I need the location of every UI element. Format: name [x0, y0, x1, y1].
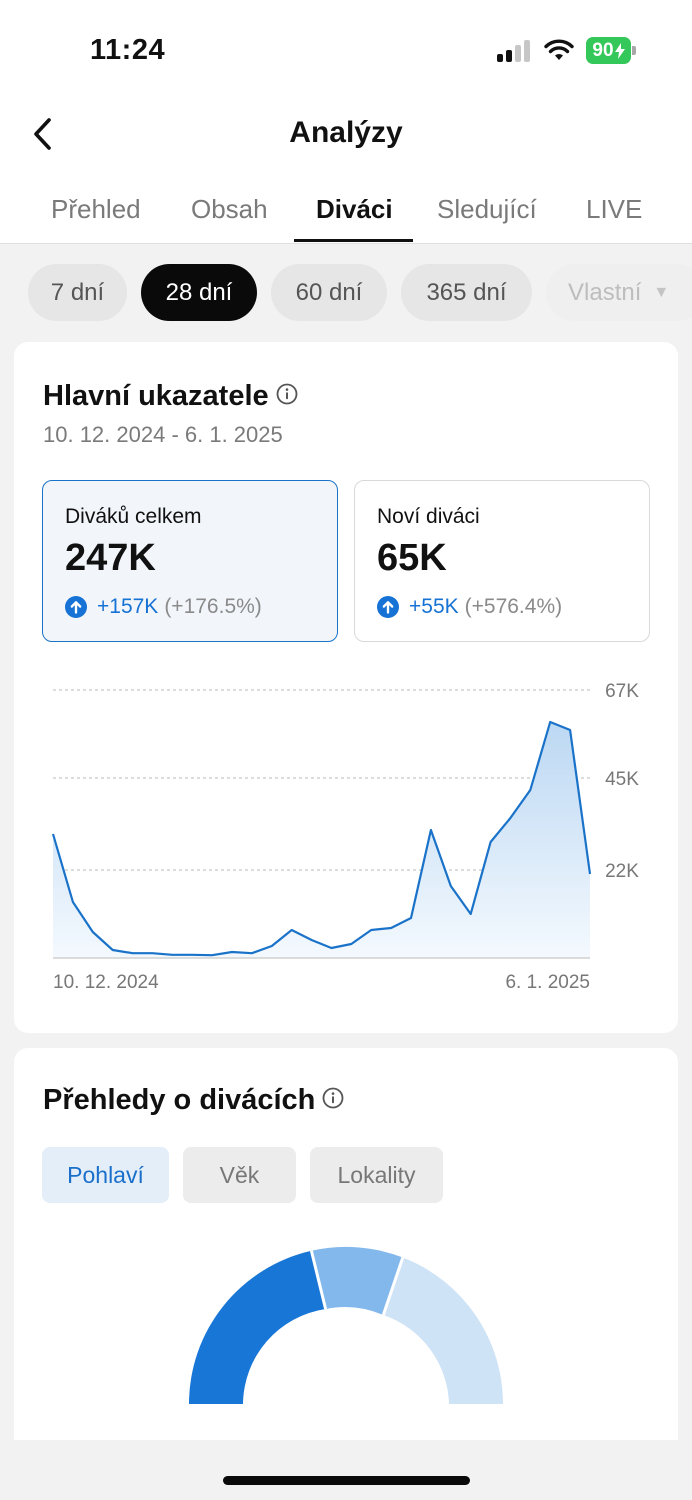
- wifi-icon: [544, 38, 574, 62]
- tab-viewers[interactable]: Diváci: [316, 194, 393, 224]
- audience-title: Přehledy o divácích: [43, 1084, 316, 1116]
- range-chip-label: 28 dní: [165, 278, 233, 306]
- home-indicator: [223, 1476, 470, 1485]
- chart-x-label-end: 6. 1. 2025: [505, 972, 590, 993]
- metric-label: Noví diváci: [377, 505, 480, 528]
- metric-value: 247K: [65, 537, 156, 579]
- tab-age[interactable]: Věk: [183, 1147, 296, 1203]
- top-area: [0, 0, 692, 244]
- chart-y-tick-labels: 22K 45K 67K: [605, 681, 639, 882]
- info-icon[interactable]: [275, 382, 299, 406]
- chart-y-tick-label: 45K: [605, 769, 639, 790]
- tab-gender[interactable]: Pohlaví: [42, 1147, 169, 1203]
- chart-y-tick-label: 22K: [605, 861, 639, 882]
- nav-header: Analýzy: [0, 100, 692, 170]
- arrow-up-circle-icon: [377, 596, 399, 618]
- tab-label: Lokality: [337, 1161, 416, 1188]
- range-chip-7-days[interactable]: 7 dní: [28, 264, 127, 321]
- metric-card-new-viewers[interactable]: Noví diváci 65K +55K (+576.4%): [354, 480, 650, 642]
- range-chip-label: 7 dní: [50, 278, 105, 306]
- metric-percent: (+576.4%): [464, 595, 563, 618]
- date-range-text: 10. 12. 2024 - 6. 1. 2025: [43, 422, 283, 447]
- arrow-up-circle-icon: [65, 596, 87, 618]
- donut-segment-3: [383, 1257, 504, 1404]
- chart-x-label-start: 10. 12. 2024: [53, 972, 159, 993]
- metric-delta: +55K: [409, 595, 459, 618]
- range-chip-label: Vlastní: [568, 278, 642, 306]
- battery-icon: 90: [586, 37, 636, 64]
- metric-card-total-viewers[interactable]: Diváků celkem 247K +157K (+176.5%): [42, 480, 338, 642]
- metric-label: Diváků celkem: [65, 505, 202, 528]
- chart-series-line: [51, 720, 592, 957]
- page-title: Analýzy: [289, 116, 403, 149]
- tab-live[interactable]: LIVE: [586, 194, 643, 224]
- active-tab-indicator: [294, 239, 413, 242]
- audience-insights-card: Přehledy o divácích Pohlaví Věk Lokality: [14, 1048, 678, 1440]
- metric-change: +157K (+176.5%): [65, 595, 262, 619]
- range-chip-28-days[interactable]: 28 dní: [141, 264, 257, 321]
- key-metrics-card: Hlavní ukazatele 10. 12. 2024 - 6. 1. 20…: [14, 342, 678, 1033]
- donut-segment-2: [311, 1246, 403, 1315]
- chart-data-points: [52, 721, 591, 956]
- tab-overview[interactable]: Přehled: [51, 194, 141, 224]
- tab-label: Pohlaví: [67, 1161, 144, 1188]
- range-chip-label: 60 dní: [295, 278, 363, 306]
- metric-delta: +157K: [97, 595, 159, 618]
- key-metrics-title: Hlavní ukazatele: [43, 380, 269, 412]
- battery-level: 90: [592, 39, 614, 61]
- analytics-tabs: Přehled Obsah Diváci Sledující LIVE: [0, 178, 692, 244]
- chart-y-tick-label: 67K: [605, 681, 639, 702]
- status-bar: 11:24 90: [0, 0, 692, 100]
- signal-icon: [497, 40, 533, 62]
- tab-content[interactable]: Obsah: [191, 194, 268, 224]
- tab-locations[interactable]: Lokality: [310, 1147, 443, 1203]
- section-title: Hlavní ukazatele: [43, 380, 299, 413]
- status-time: 11:24: [90, 34, 166, 66]
- chart-area-fill: [53, 722, 590, 958]
- metric-value: 65K: [377, 537, 447, 579]
- range-chip-label: 365 dní: [426, 278, 507, 306]
- section-title: Přehledy o divácích: [43, 1084, 345, 1117]
- range-chip-60-days[interactable]: 60 dní: [271, 264, 387, 321]
- range-chip-custom[interactable]: Vlastní ▼: [546, 264, 692, 321]
- tab-followers[interactable]: Sledující: [437, 194, 537, 224]
- info-icon[interactable]: [321, 1086, 345, 1110]
- gender-donut-chart[interactable]: [184, 1246, 508, 1410]
- charging-bolt-icon: [614, 42, 625, 59]
- viewers-chart[interactable]: 22K 45K 67K 10. 12. 2024 6. 1. 2025: [14, 662, 678, 1002]
- date-range-selector: 7 dní 28 dní 60 dní 365 dní Vlastní ▼: [0, 264, 692, 322]
- metric-percent: (+176.5%): [164, 595, 262, 618]
- tab-label: Věk: [219, 1161, 260, 1188]
- metric-change: +55K (+576.4%): [377, 595, 562, 619]
- caret-down-icon: ▼: [653, 283, 670, 301]
- chevron-left-icon: [34, 118, 51, 150]
- range-chip-365-days[interactable]: 365 dní: [401, 264, 532, 321]
- donut-segment-1: [188, 1250, 326, 1404]
- back-button[interactable]: [22, 112, 62, 156]
